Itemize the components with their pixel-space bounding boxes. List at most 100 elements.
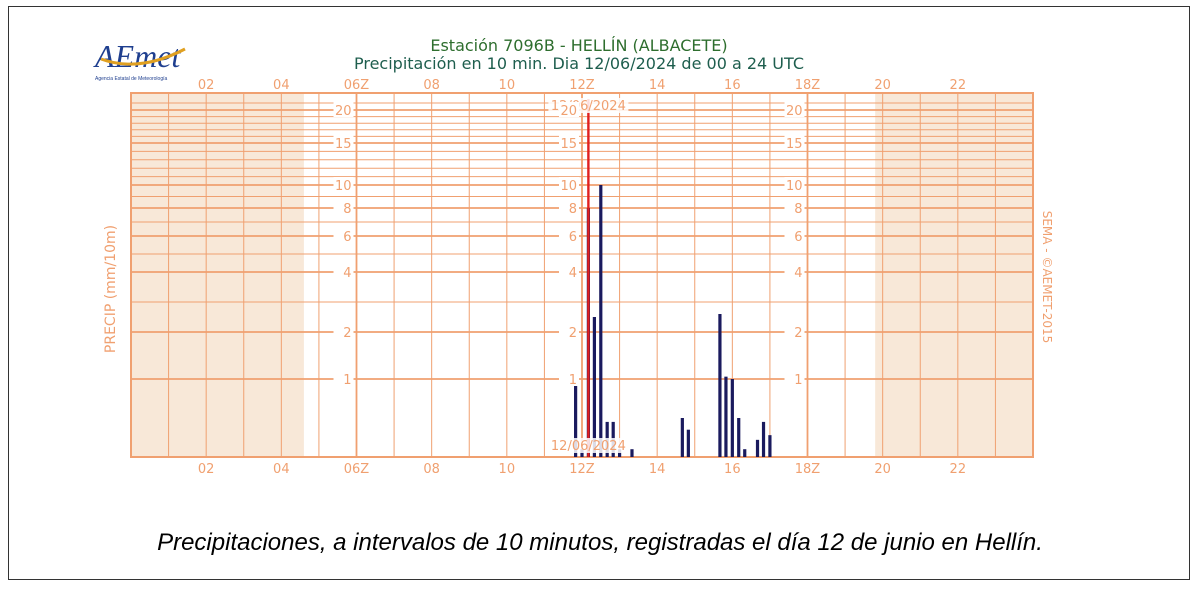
x-tick-label-bottom: 10 — [499, 462, 516, 477]
x-tick-label-top: 04 — [273, 78, 290, 93]
y-tick-label: 6 — [569, 230, 577, 245]
precip-bar — [630, 449, 634, 457]
grid-layer — [130, 92, 1034, 458]
x-tick-label-top: 10 — [499, 78, 516, 93]
precip-bar — [737, 418, 741, 457]
y-tick-label: 4 — [794, 266, 802, 281]
precip-bar — [755, 439, 760, 457]
x-tick-label-bottom: 16 — [724, 462, 741, 477]
y-tick-label-bg — [333, 177, 354, 192]
y-tick-label: 8 — [569, 202, 577, 217]
logo-subtitle: Agencia Estatal de Meteorología — [95, 76, 167, 82]
aemet-logo: AEmet Agencia Estatal de Meteorología — [93, 38, 186, 82]
precip-bar — [617, 449, 622, 457]
x-tick-label-bottom: 14 — [649, 462, 666, 477]
y-tick-label: 20 — [560, 104, 577, 119]
y-tick-label: 4 — [343, 266, 351, 281]
y-tick-label-bg — [559, 102, 579, 117]
night-shading-layer — [131, 93, 1033, 457]
night-shade-0 — [131, 93, 304, 457]
precip-bar — [718, 314, 722, 457]
y-tick-label-bg — [559, 264, 579, 279]
y-tick-label: 2 — [343, 326, 351, 341]
y-tick-label-bg — [784, 264, 805, 279]
y-tick-label-bg — [333, 371, 354, 386]
y-tick-label: 1 — [343, 373, 351, 388]
y-tick-label-bg — [559, 324, 579, 339]
chart-title: Estación 7096B - HELLÍN (ALBACETE) — [430, 36, 727, 55]
x-tick-label-bottom: 20 — [874, 462, 891, 477]
y-tick-label-bg — [784, 177, 805, 192]
figure-frame: 12/06/2024 12/06/2024 02 02 04 04 06Z 06Z 08 08 1… — [8, 6, 1190, 580]
y-tick-label-bg — [559, 200, 579, 215]
x-tick-label-bottom: 18Z — [795, 462, 821, 477]
y-tick-label-bg — [333, 102, 354, 117]
precip-bar — [730, 379, 734, 457]
y-tick-label-bg — [333, 228, 354, 243]
y-tick-label-bg — [784, 324, 805, 339]
x-tick-label-top: 18Z — [795, 78, 821, 93]
y-tick-label: 4 — [569, 266, 577, 281]
x-tick-label-top: 16 — [724, 78, 741, 93]
x-tick-label-top: 14 — [649, 78, 666, 93]
precip-bar — [743, 449, 747, 457]
y-tick-label: 15 — [786, 137, 803, 152]
y-tick-label: 2 — [794, 326, 802, 341]
y-tick-label: 15 — [560, 137, 577, 152]
y-tick-label-bg — [559, 228, 579, 243]
precip-bar — [761, 421, 766, 457]
chart-subtitle: Precipitación en 10 min. Dia 12/06/2024 … — [354, 54, 804, 73]
y-tick-label: 6 — [794, 230, 802, 245]
x-tick-label-top: 22 — [950, 78, 967, 93]
precip-bar — [574, 379, 578, 457]
x-tick-label-top: 02 — [198, 78, 215, 93]
x-tick-label-top: 08 — [423, 78, 440, 93]
x-tick-label-bottom: 08 — [423, 462, 440, 477]
x-tick-label-bottom: 22 — [950, 462, 967, 477]
y-tick-label: 10 — [560, 179, 577, 194]
x-tick-label-top: 20 — [874, 78, 891, 93]
y-tick-label: 2 — [569, 326, 577, 341]
y-tick-label-bg — [559, 371, 579, 386]
night-shade-1 — [875, 93, 1033, 457]
y-tick-label-bg — [333, 324, 354, 339]
y-tick-label-bg — [784, 200, 805, 215]
x-tick-label-top: 06Z — [344, 78, 370, 93]
y-tick-label-bg — [784, 102, 805, 117]
x-tick-label-bottom: 02 — [198, 462, 215, 477]
y-tick-label: 1 — [794, 373, 802, 388]
y-tick-label-bg — [784, 228, 805, 243]
y-tick-label: 6 — [343, 230, 351, 245]
labels-layer: 0202040406Z06Z0808101012Z12Z1414161618Z1… — [198, 78, 966, 477]
precip-bar — [768, 435, 772, 457]
y-tick-label-bg — [559, 177, 579, 192]
precip-bar — [599, 185, 603, 457]
y-tick-label: 8 — [794, 202, 802, 217]
precip-bar — [680, 418, 684, 457]
y-tick-label: 10 — [335, 179, 352, 194]
y-tick-label: 20 — [786, 104, 803, 119]
y-tick-label-bg — [784, 371, 805, 386]
y-tick-label: 8 — [343, 202, 351, 217]
y-tick-label: 10 — [786, 179, 803, 194]
y-tick-label-bg — [333, 264, 354, 279]
right-credit-label: SEMA - ©AEMET-2015 — [1040, 211, 1054, 344]
date-marker-label-bottom: 12/06/2024 — [551, 439, 626, 454]
precip-bar — [686, 429, 690, 457]
y-tick-label-bg — [559, 135, 579, 150]
x-tick-label-top: 12Z — [569, 78, 595, 93]
y-tick-label: 20 — [335, 104, 352, 119]
x-tick-label-bottom: 12Z — [569, 462, 595, 477]
y-tick-label-bg — [784, 135, 805, 150]
precip-bar — [592, 317, 597, 457]
date-marker-label-bottom-bg — [548, 438, 629, 453]
precip-bar — [724, 376, 728, 457]
y-tick-label-bg — [333, 200, 354, 215]
y-tick-label: 1 — [569, 373, 577, 388]
precip-bar — [580, 449, 584, 457]
figure-caption: Precipitaciones, a intervalos de 10 minu… — [157, 529, 1043, 556]
logo-swoosh — [100, 47, 186, 66]
x-tick-label-bottom: 04 — [273, 462, 290, 477]
x-tick-label-bottom: 06Z — [344, 462, 370, 477]
